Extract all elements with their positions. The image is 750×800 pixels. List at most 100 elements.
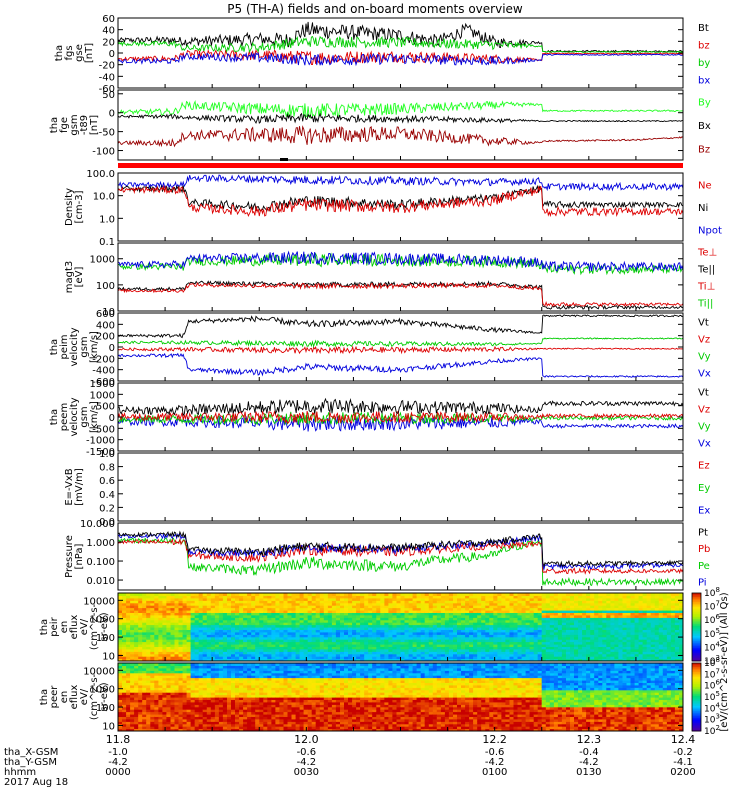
spectrogram-cell <box>311 622 317 626</box>
spectrogram-cell <box>674 644 680 647</box>
spectrogram-cell <box>259 629 264 633</box>
spectrogram-cell <box>235 624 240 628</box>
spectrogram-cell <box>638 597 644 601</box>
spectrogram-cell <box>465 610 470 613</box>
spectrogram-cell <box>186 641 192 645</box>
spectrogram-cell <box>235 627 240 630</box>
spectrogram-cell <box>222 600 228 604</box>
spectrogram-cell <box>138 614 143 618</box>
spectrogram-cell <box>142 634 147 638</box>
spectrogram-cell <box>557 622 563 626</box>
spectrogram-cell <box>182 716 188 720</box>
spectrogram-cell <box>666 622 672 626</box>
spectrogram-cell <box>122 667 127 671</box>
spectrogram-cell <box>481 651 486 655</box>
spectrogram-cell <box>247 593 252 596</box>
spectrogram-cell <box>400 612 406 616</box>
spectrogram-cell <box>118 680 123 683</box>
spectrogram-cell <box>622 644 628 647</box>
spectrogram-cell <box>412 627 418 630</box>
spectrogram-cell <box>307 644 313 647</box>
spectrogram-cell <box>295 651 301 655</box>
spectrogram-cell <box>263 627 268 630</box>
spectrogram-cell <box>259 617 264 621</box>
spectrogram-cell <box>138 680 143 683</box>
spectrogram-cell <box>174 711 180 715</box>
spectrogram-cell <box>388 656 393 660</box>
y-axis-label: velocity <box>69 327 80 366</box>
spectrogram-cell <box>142 656 147 660</box>
spectrogram-cell <box>118 605 123 609</box>
spectrogram-cell <box>457 612 462 616</box>
spectrogram-cell <box>412 648 418 652</box>
spectrogram-cell <box>392 593 397 596</box>
spectrogram-cell <box>582 646 587 650</box>
spectrogram-cell <box>118 675 123 679</box>
spectrogram-cell <box>327 631 333 635</box>
spectrogram-cell <box>150 680 155 683</box>
spectrogram-cell <box>166 716 171 720</box>
spectrogram-cell <box>566 627 571 630</box>
spectrogram-cell <box>146 634 151 638</box>
spectrogram-cell <box>529 610 535 613</box>
spectrogram-cell <box>505 614 510 618</box>
spectrogram-cell <box>578 631 583 635</box>
colorbar-cell <box>692 618 701 621</box>
spectrogram-cell <box>679 646 683 650</box>
spectrogram-cell <box>662 605 668 609</box>
spectrogram-cell <box>146 631 151 635</box>
spectrogram-cell <box>206 723 212 727</box>
spectrogram-cell <box>182 610 188 613</box>
spectrogram-cell <box>602 622 607 626</box>
spectrogram-cell <box>646 602 652 606</box>
spectrogram-cell <box>561 629 567 633</box>
spectrogram-cell <box>194 709 200 713</box>
spectrogram-cell <box>670 653 676 657</box>
spectrogram-cell <box>182 634 188 638</box>
spectrogram-cell <box>360 639 365 643</box>
spectrogram-cell <box>408 593 414 596</box>
spectrogram-cell <box>126 687 131 691</box>
spectrogram-cell <box>606 634 611 638</box>
spectrogram-cell <box>206 694 212 698</box>
spectrogram-cell <box>251 610 256 613</box>
spectrogram-cell <box>570 629 575 633</box>
y-tick-label: 1.0 <box>99 214 115 225</box>
spectrogram-cell <box>428 607 434 611</box>
spectrogram-cell <box>319 634 325 638</box>
spectrogram-cell <box>392 624 397 628</box>
spectrogram-cell <box>448 656 454 660</box>
spectrogram-cell <box>424 617 430 621</box>
spectrogram-cell <box>142 646 147 650</box>
y-tick-label: 60 <box>102 14 115 25</box>
spectrogram-cell <box>380 641 385 645</box>
spectrogram-cell <box>505 646 510 650</box>
spectrogram-cell <box>122 619 127 623</box>
spectrogram-cell <box>158 684 163 688</box>
spectrogram-cell <box>384 656 389 660</box>
spectrogram-cell <box>198 663 204 666</box>
spectrogram-cell <box>283 631 289 635</box>
spectrogram-cell <box>453 644 458 647</box>
spectrogram-cell <box>416 631 422 635</box>
spectrogram-cell <box>299 629 305 633</box>
spectrogram-cell <box>134 701 139 705</box>
spectrogram-cell <box>545 605 551 609</box>
spectrogram-cell <box>227 651 232 655</box>
spectrogram-cell <box>626 639 632 643</box>
spectrogram-cell <box>626 644 632 647</box>
spectrogram-cell <box>154 612 159 616</box>
spectrogram-cell <box>235 619 240 623</box>
spectrogram-cell <box>259 648 264 652</box>
spectrogram-cell <box>380 653 385 657</box>
spectrogram-cell <box>327 653 333 657</box>
spectrogram-cell <box>170 711 176 715</box>
spectrogram-cell <box>182 614 188 618</box>
spectrogram-cell <box>428 634 434 638</box>
spectrogram-cell <box>146 593 151 596</box>
spectrogram-cell <box>545 639 551 643</box>
spectrogram-cell <box>638 658 644 661</box>
spectrogram-cell <box>291 636 297 640</box>
spectrogram-cell <box>610 612 615 616</box>
spectrogram-cell <box>154 636 159 640</box>
